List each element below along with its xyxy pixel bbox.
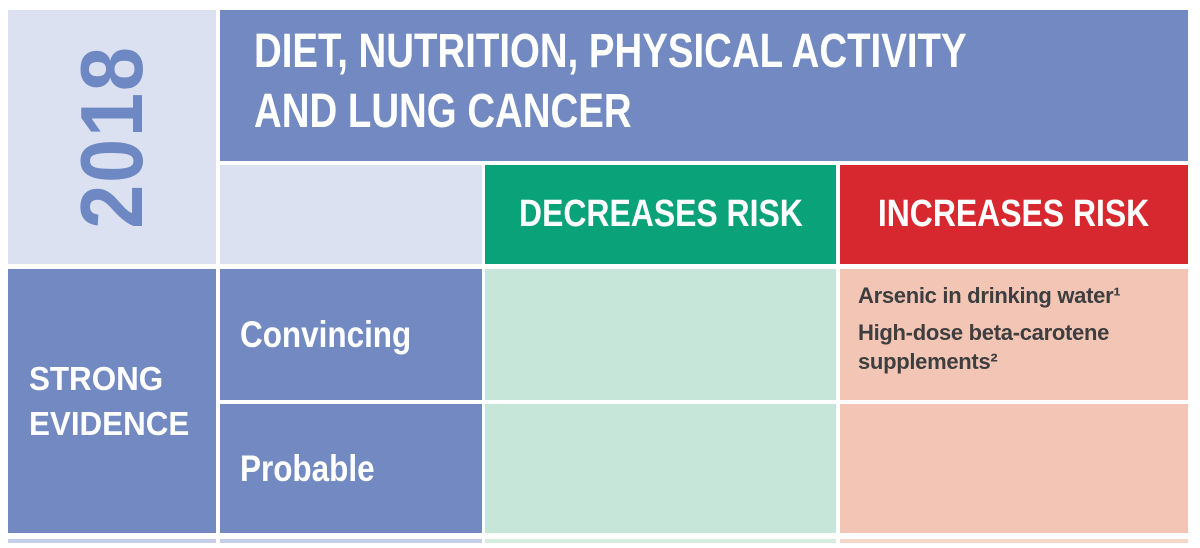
cell-convincing-increases-risk: Arsenic in drinking water¹ High-dose bet… [840, 269, 1188, 400]
cutoff-next-row-col3 [485, 539, 836, 543]
probable-label: Probable [240, 447, 375, 489]
increases-risk-label: INCREASES RISK [878, 193, 1150, 235]
column-header-increases-risk: INCREASES RISK [840, 165, 1188, 264]
row-label-probable: Probable [220, 404, 482, 533]
cutoff-next-row-col4 [840, 539, 1188, 543]
header-spacer-cell [220, 165, 482, 264]
strong-evidence-label-line2: EVIDENCE [29, 405, 190, 442]
row-label-convincing: Convincing [220, 269, 482, 400]
cutoff-next-row-col2 [220, 539, 482, 543]
report-title-line2: AND LUNG CANCER [254, 85, 632, 138]
strong-evidence-label-line1: STRONG [29, 360, 164, 397]
convincing-label: Convincing [240, 313, 412, 355]
year-label: 2018 [61, 45, 161, 229]
risk-factor-beta-carotene: High-dose beta-carotene supplements² [858, 320, 1110, 374]
row-group-strong-evidence: STRONG EVIDENCE [8, 269, 216, 533]
column-header-decreases-risk: DECREASES RISK [485, 165, 836, 264]
cell-probable-decreases-risk [485, 404, 836, 533]
cell-probable-increases-risk [840, 404, 1188, 533]
cell-convincing-decreases-risk [485, 269, 836, 400]
risk-factor-arsenic: Arsenic in drinking water¹ [858, 283, 1121, 308]
report-title-line1: DIET, NUTRITION, PHYSICAL ACTIVITY [254, 25, 967, 78]
cutoff-next-row-col1 [8, 539, 216, 543]
title-banner: DIET, NUTRITION, PHYSICAL ACTIVITY AND L… [220, 10, 1188, 161]
year-cell: 2018 [8, 10, 216, 264]
decreases-risk-label: DECREASES RISK [518, 193, 803, 235]
